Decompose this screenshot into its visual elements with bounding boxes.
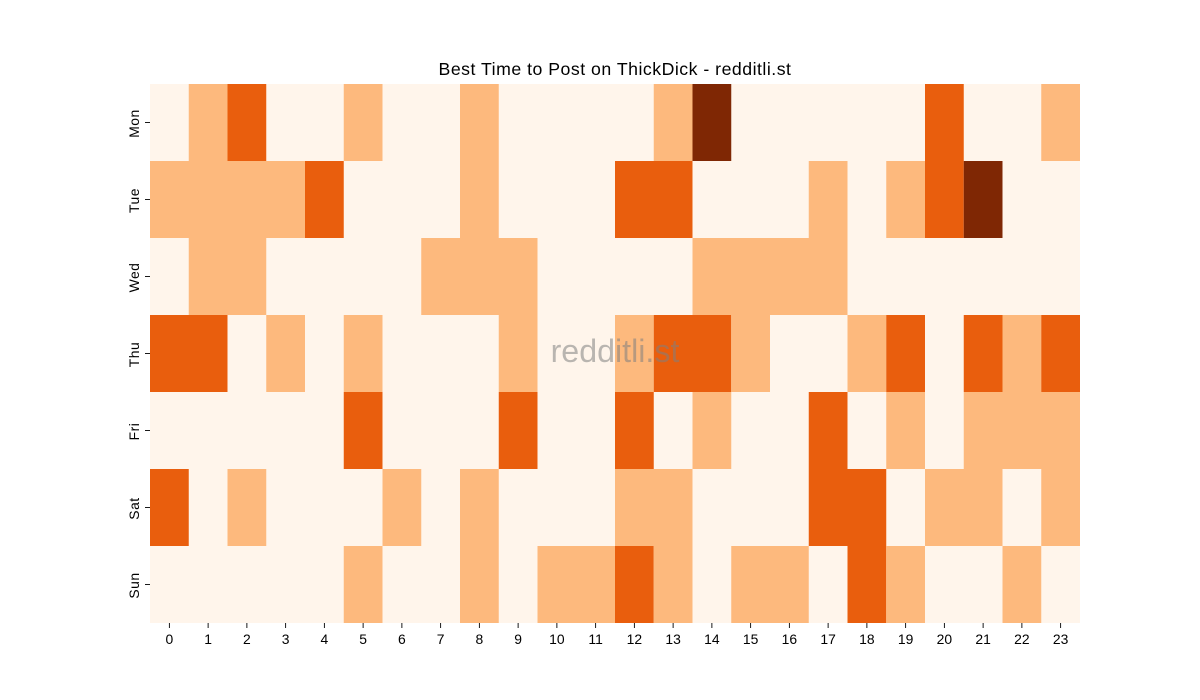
svg-text:12: 12 [627, 631, 643, 647]
svg-text:10: 10 [549, 631, 565, 647]
svg-text:19: 19 [898, 631, 914, 647]
svg-text:23: 23 [1053, 631, 1069, 647]
svg-text:0: 0 [166, 631, 174, 647]
svg-text:Best Time to Post on ThickDick: Best Time to Post on ThickDick - redditl… [439, 59, 792, 79]
svg-text:Thu: Thu [126, 342, 142, 367]
svg-text:Wed: Wed [126, 263, 142, 293]
svg-text:15: 15 [743, 631, 759, 647]
svg-text:22: 22 [1014, 631, 1030, 647]
svg-text:20: 20 [937, 631, 953, 647]
svg-text:16: 16 [782, 631, 798, 647]
svg-text:21: 21 [975, 631, 991, 647]
svg-text:6: 6 [398, 631, 406, 647]
svg-text:17: 17 [820, 631, 836, 647]
svg-text:18: 18 [859, 631, 875, 647]
svg-text:Fri: Fri [126, 423, 142, 441]
svg-text:Tue: Tue [126, 188, 142, 213]
svg-text:9: 9 [514, 631, 522, 647]
svg-text:8: 8 [476, 631, 484, 647]
svg-text:11: 11 [588, 631, 603, 647]
svg-text:1: 1 [204, 631, 212, 647]
svg-text:Sun: Sun [126, 572, 142, 598]
svg-text:14: 14 [704, 631, 720, 647]
svg-text:3: 3 [282, 631, 290, 647]
svg-text:2: 2 [243, 631, 251, 647]
svg-text:5: 5 [359, 631, 367, 647]
svg-text:4: 4 [321, 631, 329, 647]
svg-text:13: 13 [665, 631, 681, 647]
svg-text:Mon: Mon [126, 109, 142, 138]
svg-text:redditli.st: redditli.st [551, 333, 680, 369]
svg-text:7: 7 [437, 631, 445, 647]
svg-text:Sat: Sat [126, 497, 142, 519]
